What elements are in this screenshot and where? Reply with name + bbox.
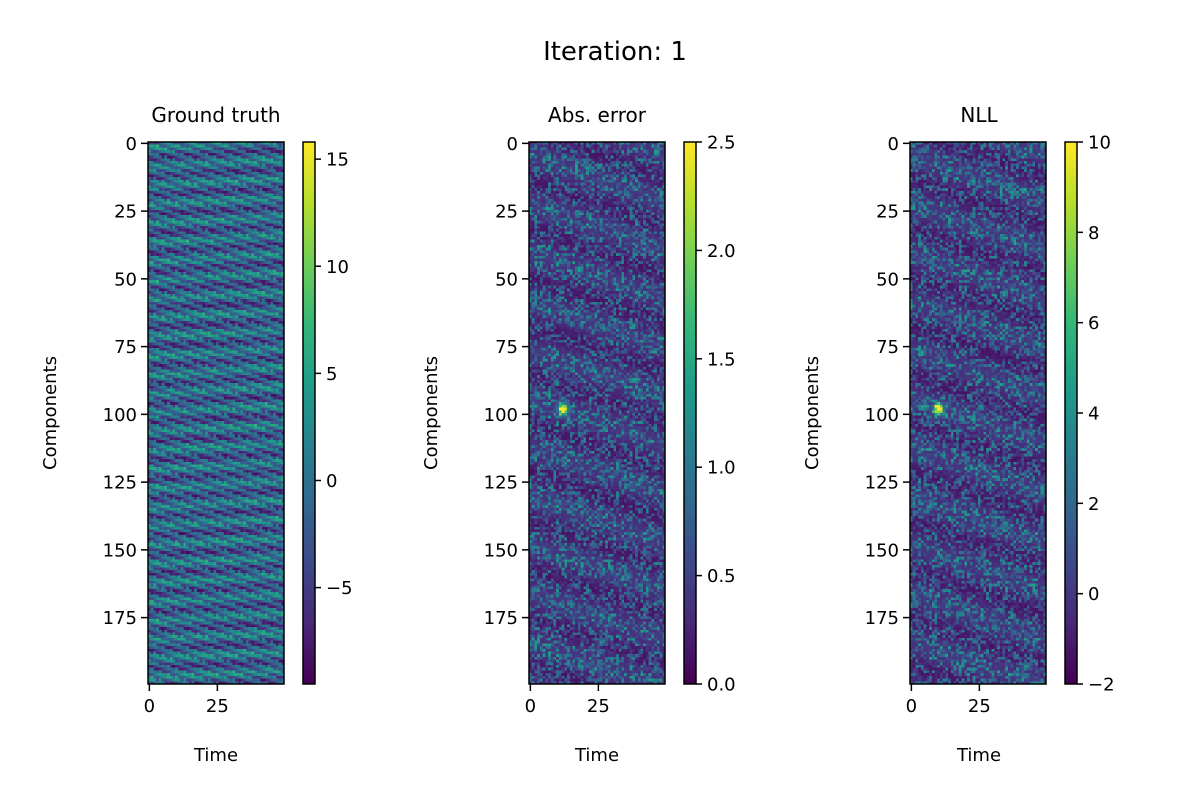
y-tick-label: 100 (484, 405, 518, 426)
x-tick-label: 0 (525, 696, 536, 717)
colorbar-ticks: 15 10 5 0 −5 (315, 150, 353, 599)
colorbar-tick-label: 6 (1088, 313, 1099, 334)
y-axis-ticks: 0 25 50 75 100 125 150 175 (103, 134, 148, 629)
colorbar-tick-label: −5 (326, 578, 353, 599)
colorbar-frame (302, 141, 316, 685)
y-tick-label: 50 (495, 269, 518, 290)
colorbar-ticks: 10 8 6 4 2 0 −2 (1077, 133, 1115, 696)
colorbar-tick-label: 0 (1088, 584, 1099, 605)
x-axis-ticks: 0 25 (525, 684, 610, 717)
x-axis-label: Time (193, 745, 238, 766)
y-tick-label: 125 (484, 473, 518, 494)
y-tick-label: 75 (114, 337, 137, 358)
y-tick-label: 25 (495, 202, 518, 223)
y-tick-label: 150 (865, 540, 899, 561)
heatmap-image-abs-error (529, 142, 665, 684)
colorbar-ground-truth (303, 142, 315, 684)
y-axis-ticks: 0 25 50 75 100 125 150 175 (865, 134, 910, 629)
panel-title: NLL (960, 103, 998, 127)
y-axis-label: Components (802, 356, 823, 470)
colorbar-tick-label: 10 (326, 257, 349, 278)
y-tick-label: 125 (865, 473, 899, 494)
colorbar-abs-error (684, 142, 696, 684)
y-tick-label: 75 (876, 337, 899, 358)
x-tick-label: 25 (968, 696, 991, 717)
colorbar-tick-label: 2 (1088, 494, 1099, 515)
colorbar-tick-label: 15 (326, 150, 349, 171)
colorbar-tick-label: 10 (1088, 133, 1111, 154)
plot-frame (147, 141, 285, 685)
colorbar-tick-label: 1.0 (707, 458, 736, 479)
x-axis-ticks: 0 25 (144, 684, 229, 717)
plot-frame (909, 141, 1047, 685)
colorbar-ticks: 2.5 2.0 1.5 1.0 0.5 0.0 (696, 133, 736, 696)
y-tick-label: 0 (126, 134, 137, 155)
x-axis-label: Time (574, 745, 619, 766)
y-tick-label: 100 (103, 405, 137, 426)
y-tick-label: 100 (865, 405, 899, 426)
colorbar-nll (1065, 142, 1077, 684)
y-axis-label: Components (40, 356, 61, 470)
y-tick-label: 50 (114, 269, 137, 290)
x-axis-label: Time (956, 745, 1001, 766)
y-tick-label: 25 (114, 202, 137, 223)
y-tick-label: 150 (484, 540, 518, 561)
heatmap-image-nll (910, 142, 1046, 684)
heatmap-image-ground-truth (148, 142, 284, 684)
panel-title: Abs. error (548, 103, 647, 127)
colorbar-tick-label: 0 (326, 471, 337, 492)
colorbar-tick-label: 1.5 (707, 349, 736, 370)
colorbar-tick-label: 2.0 (707, 241, 736, 262)
plot-frame (528, 141, 666, 685)
colorbar-frame (683, 141, 697, 685)
colorbar-tick-label: −2 (1088, 675, 1115, 696)
colorbar-tick-label: 0.0 (707, 675, 736, 696)
colorbar-tick-label: 0.5 (707, 566, 736, 587)
x-tick-label: 0 (906, 696, 917, 717)
colorbar-tick-label: 2.5 (707, 133, 736, 154)
x-tick-label: 25 (587, 696, 610, 717)
x-tick-label: 25 (206, 696, 229, 717)
y-tick-label: 75 (495, 337, 518, 358)
y-tick-label: 175 (484, 608, 518, 629)
y-tick-label: 175 (103, 608, 137, 629)
colorbar-tick-label: 4 (1088, 404, 1099, 425)
panel-title: Ground truth (151, 103, 280, 127)
y-tick-label: 0 (507, 134, 518, 155)
colorbar-tick-label: 5 (326, 364, 337, 385)
y-axis-label: Components (421, 356, 442, 470)
figure-suptitle: Iteration: 1 (543, 37, 687, 67)
y-tick-label: 150 (103, 540, 137, 561)
x-tick-label: 0 (144, 696, 155, 717)
x-axis-ticks: 0 25 (906, 684, 991, 717)
y-tick-label: 25 (876, 202, 899, 223)
colorbar-tick-label: 8 (1088, 223, 1099, 244)
y-tick-label: 125 (103, 473, 137, 494)
y-tick-label: 50 (876, 269, 899, 290)
y-tick-label: 175 (865, 608, 899, 629)
y-axis-ticks: 0 25 50 75 100 125 150 175 (484, 134, 529, 629)
y-tick-label: 0 (888, 134, 899, 155)
